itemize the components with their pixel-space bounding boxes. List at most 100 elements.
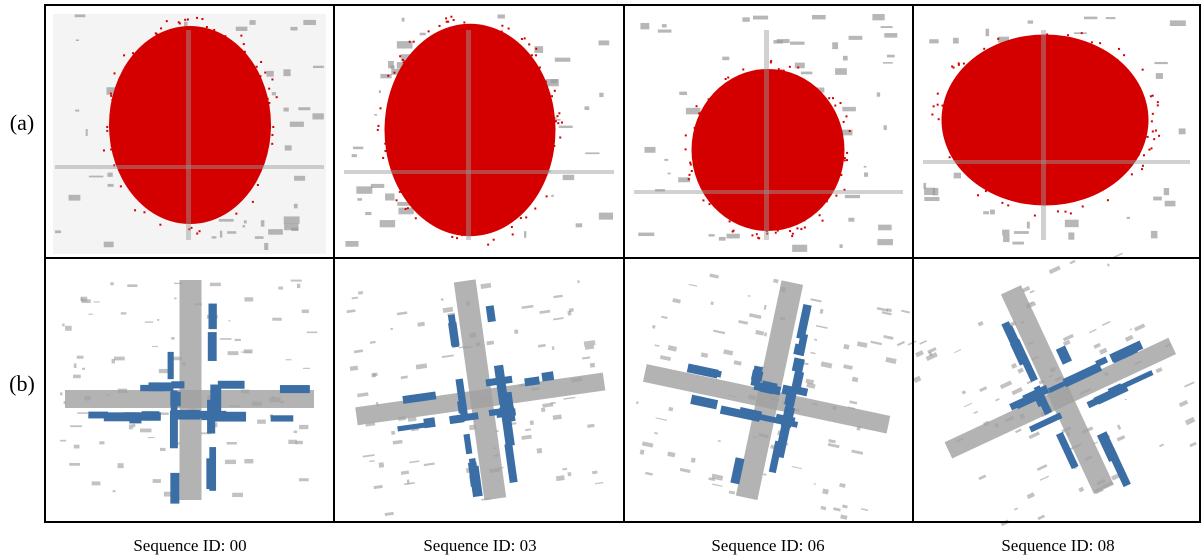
- red-point: [1012, 43, 1015, 46]
- point-cloud: [442, 306, 454, 313]
- red-point: [387, 142, 390, 145]
- red-point: [183, 46, 186, 49]
- red-point: [983, 105, 986, 108]
- red-point: [154, 200, 157, 203]
- red-point: [476, 161, 479, 164]
- point-cloud: [398, 207, 414, 215]
- red-point: [948, 156, 951, 159]
- point-cloud: [400, 470, 410, 475]
- red-point: [980, 90, 983, 93]
- point-cloud: [1101, 320, 1111, 326]
- red-point: [529, 62, 532, 65]
- red-point: [486, 126, 489, 129]
- red-point: [843, 188, 846, 191]
- red-point: [734, 215, 737, 218]
- red-point: [1130, 173, 1133, 176]
- point-cloud: [99, 441, 105, 445]
- red-point: [968, 106, 971, 109]
- point-cloud: [1178, 128, 1186, 135]
- red-point: [246, 67, 249, 70]
- road-gray: [355, 372, 606, 426]
- red-point: [778, 193, 781, 196]
- point-cloud: [954, 349, 962, 354]
- point-cloud: [800, 71, 813, 75]
- red-point: [534, 207, 537, 210]
- red-point: [164, 44, 167, 47]
- red-point: [1075, 141, 1078, 144]
- red-point: [530, 54, 533, 57]
- blue-structure: [1120, 347, 1135, 359]
- red-point: [122, 73, 125, 76]
- red-point: [394, 131, 397, 134]
- point-cloud: [763, 332, 768, 337]
- red-point: [243, 52, 246, 55]
- row-label: (b): [9, 371, 35, 396]
- blue-structure: [279, 385, 310, 394]
- point-cloud: [661, 315, 668, 319]
- point-cloud: [1002, 229, 1010, 236]
- point-cloud: [822, 488, 829, 495]
- blue-structure: [169, 410, 178, 449]
- point-cloud: [215, 422, 218, 428]
- red-point: [758, 225, 761, 228]
- red-point: [516, 212, 519, 215]
- point-cloud: [877, 239, 893, 246]
- blue-structure: [463, 433, 473, 455]
- red-point: [1016, 89, 1019, 92]
- red-point: [482, 41, 485, 44]
- red-point: [689, 163, 692, 166]
- red-point: [1130, 76, 1133, 79]
- red-point: [1154, 129, 1157, 132]
- red-point: [748, 163, 751, 166]
- red-point: [742, 133, 745, 136]
- point-cloud: [820, 361, 833, 369]
- red-point: [791, 232, 794, 235]
- red-point: [507, 189, 510, 192]
- red-point: [164, 148, 167, 151]
- red-point: [427, 30, 430, 33]
- red-point: [791, 169, 794, 172]
- red-point: [222, 173, 225, 176]
- red-point: [405, 106, 408, 109]
- point-cloud: [385, 193, 395, 201]
- point-cloud: [717, 440, 721, 443]
- point-cloud: [1069, 259, 1076, 265]
- red-point: [416, 174, 419, 177]
- point-cloud: [654, 431, 659, 435]
- blue-structure: [210, 384, 222, 418]
- red-point: [1072, 62, 1075, 65]
- red-point: [243, 72, 246, 75]
- point-cloud: [1073, 32, 1087, 35]
- red-point: [458, 25, 461, 28]
- red-point: [1110, 175, 1113, 178]
- red-point: [751, 225, 754, 228]
- blue-structure: [209, 447, 217, 491]
- red-point: [161, 202, 164, 205]
- point-cloud: [542, 402, 554, 408]
- red-point: [271, 78, 274, 81]
- red-point: [401, 150, 404, 153]
- point-cloud: [60, 392, 63, 396]
- point-cloud: [147, 437, 155, 439]
- red-point: [818, 144, 821, 147]
- point-cloud: [708, 234, 715, 237]
- red-point: [200, 207, 203, 210]
- red-point: [1002, 76, 1005, 79]
- blue-structure: [171, 381, 185, 389]
- point-cloud: [747, 295, 751, 297]
- point-cloud: [876, 92, 881, 97]
- red-point: [1023, 156, 1026, 159]
- red-point: [684, 148, 687, 151]
- red-point: [766, 165, 769, 168]
- point-cloud: [290, 279, 302, 282]
- blue-structure: [167, 351, 174, 380]
- blue-structure: [791, 357, 805, 373]
- red-point: [261, 95, 264, 98]
- red-point: [133, 61, 136, 64]
- point-cloud: [80, 296, 88, 302]
- red-point: [1030, 130, 1033, 133]
- red-point: [197, 144, 200, 147]
- red-point: [508, 90, 511, 93]
- red-point: [718, 201, 721, 204]
- red-point: [1088, 58, 1091, 61]
